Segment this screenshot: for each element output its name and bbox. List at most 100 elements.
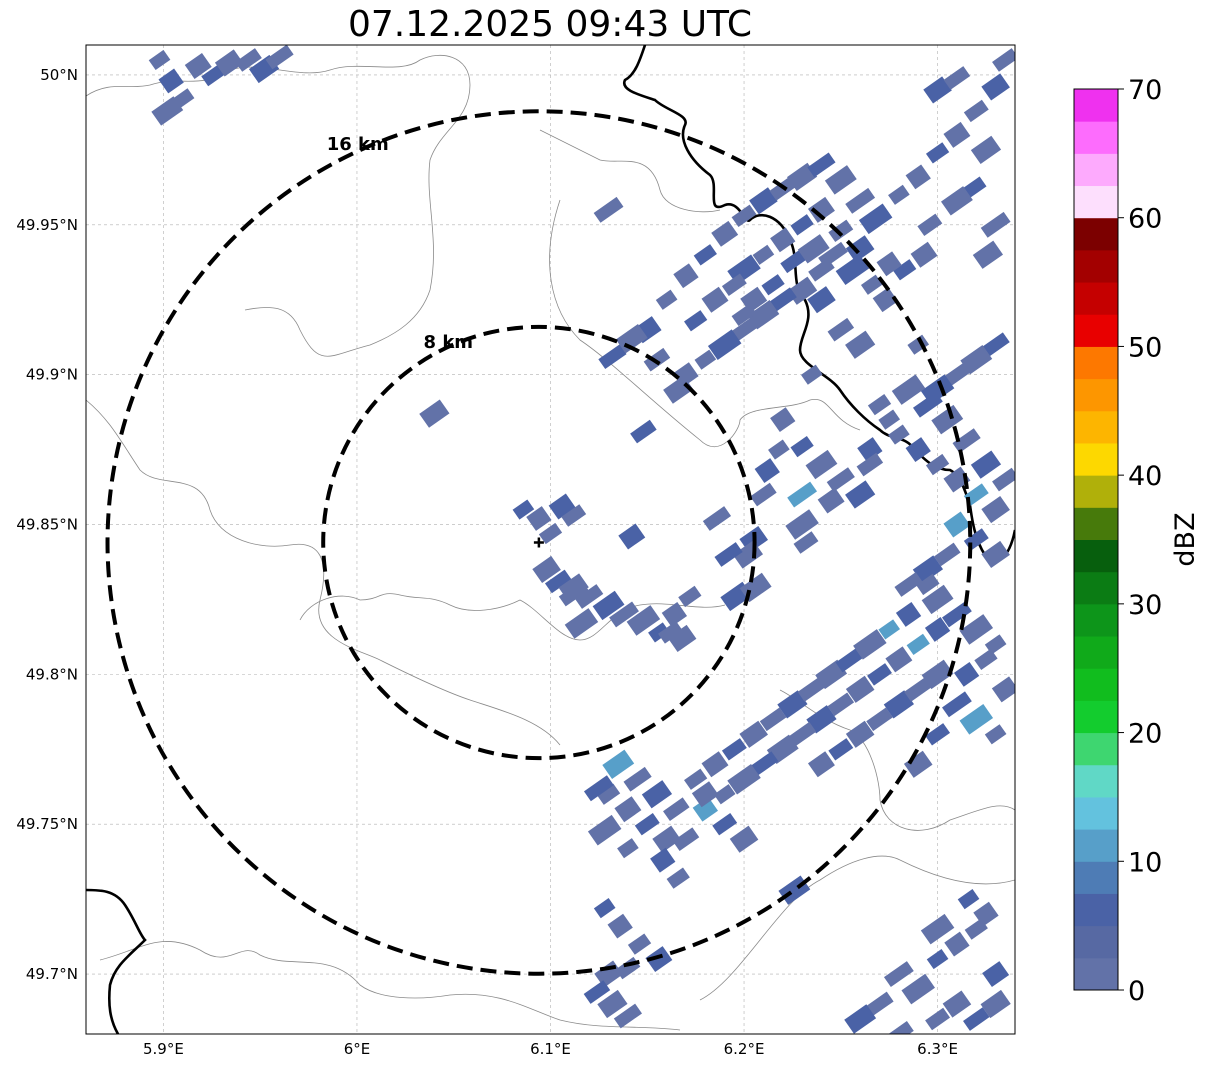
colorbar-segment [1074,700,1118,734]
colorbar-segment [1074,346,1118,380]
lon-tick-label: 6.2°E [724,1040,765,1058]
radar-echo-cell [787,481,818,508]
radar-echo-cell [655,289,678,310]
colorbar-segment [1074,410,1118,444]
radar-echo-cell [749,187,778,215]
lon-tick-label: 5.9°E [143,1040,184,1058]
radar-echo-cell [630,419,657,444]
radar-echo-cell [981,332,1010,358]
radar-echo-cell [754,458,780,483]
radar-echo-cell [721,273,747,296]
radar-echo-cell [827,692,855,717]
radar-echo-cell [593,196,624,223]
radar-echo-cell [980,989,1011,1019]
colorbar-segment [1074,732,1118,766]
radar-echo-cell [707,329,742,360]
radar-echo-cell [752,244,775,265]
colorbar-segment [1074,314,1118,347]
radar-echo-cell [856,452,884,477]
colorbar-tick-label: 20 [1128,719,1162,750]
admin-boundary-east [539,129,861,448]
radar-echo-cell [943,66,971,90]
radar-echo-cell [770,227,796,253]
radar-echo-cell [602,749,635,779]
radar-echo-cell [592,590,625,621]
radar-echo-cell [721,738,747,761]
radar-echo-cell [748,751,779,778]
radar-echo-cell [925,142,950,164]
radar-echo-cell [888,424,910,445]
lon-tick-label: 6.1°E [530,1040,571,1058]
colorbar-segment [1074,571,1118,605]
radar-echo-cell [561,504,587,527]
radar-echo-cell [713,784,736,805]
radar-echo-cell [593,898,616,919]
radar-echo-cell [824,165,857,195]
colorbar-segment [1074,89,1118,122]
radar-echo-cell [701,286,729,313]
radar-echo-cell [807,152,836,178]
radar-echo-cell [770,407,796,433]
radar-echo-cell [548,493,576,520]
radar-echo-cell [981,73,1010,101]
radar-echo-cell [888,184,910,205]
radar-echo-cell [807,286,836,314]
radar-echo-cell [885,646,913,673]
radar-echo-cell [907,334,930,355]
radar-echo-cell [974,648,998,671]
radar-echo-cell [797,234,830,264]
range-ring-16km [105,109,973,976]
lat-tick-label: 49.9°N [26,366,78,384]
lat-tick-label: 49.95°N [16,216,78,234]
range-ring-label: 16 km [327,134,389,155]
radar-echo-cell [925,453,950,476]
radar-echo-cell [981,540,1010,569]
radar-echo-cell [963,1007,990,1031]
radar-echo-cell [992,467,1015,492]
radar-echo-cell [807,751,835,778]
radar-echo-cell [564,608,599,639]
radar-echo-cell [943,511,971,538]
radar-echo-cell [963,99,989,123]
radar-echo-cell [235,48,262,72]
radar-echo-cell [609,601,639,628]
radar-echo-cell [538,522,563,545]
radar-echo-cell [652,825,681,853]
radar-echo-cell [790,214,814,236]
radar-echo-cell [617,838,639,859]
radar-echo-cell [265,45,294,70]
radar-echo-cell [917,213,943,237]
radar-echo-cell [626,605,661,636]
radar-echo-cell [613,1003,643,1029]
radar-echo-cell [691,781,719,808]
radar-echo-cell [641,780,673,809]
lon-tick-label: 6.3°E [917,1040,958,1058]
radar-echo-cell [883,961,914,988]
radar-echo-cell [905,437,931,463]
radar-echo-cell [845,720,875,748]
radar-echo-cell [151,96,184,126]
radar-echo-cell [575,584,604,609]
map-title: 07.12.2025 09:43 UTC [347,4,753,45]
radar-echo-cell [991,676,1015,703]
radar-echo-cell [650,847,676,873]
radar-echo-cell [727,763,761,795]
radar-echo-cell [845,187,876,214]
radar-echo-cell [684,310,708,332]
colorbar-segment [1074,764,1118,798]
radar-echo-cell [793,531,819,554]
radar-echo-cell [984,724,1007,745]
colorbar-segment [1074,378,1118,412]
radar-echo-cell [982,961,1010,988]
radar-echo-cell [587,814,622,846]
map-frame [85,44,1016,1035]
radar-echo-cell [759,707,787,732]
radar-echo-cell [957,889,980,910]
radar-echo-cell [526,506,552,531]
colorbar-segment [1074,861,1118,894]
colorbar-segment [1074,636,1118,669]
lat-tick-label: 50°N [40,66,78,84]
radar-echo-cell [933,542,961,567]
radar-echo-cell [944,931,970,957]
radar-echo-cell [858,203,893,235]
